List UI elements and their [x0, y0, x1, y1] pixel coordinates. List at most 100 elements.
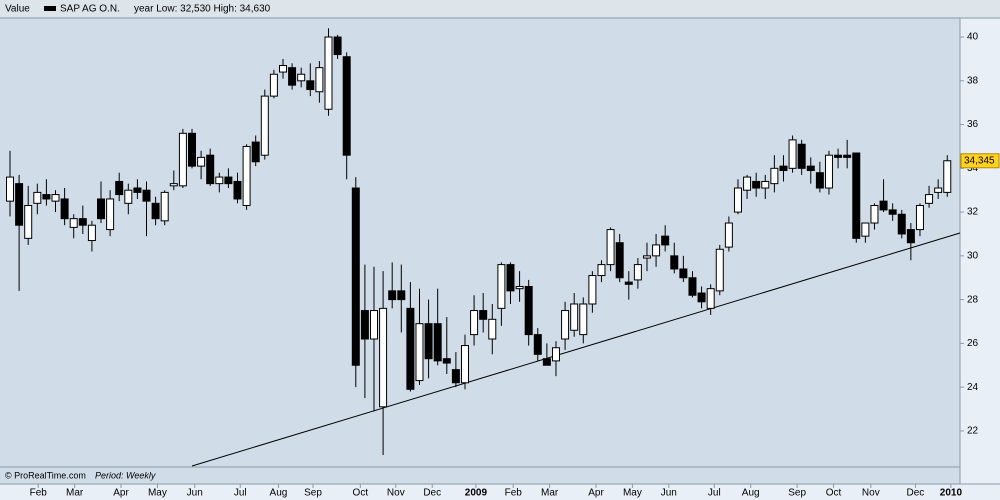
candle-body: [661, 235, 670, 246]
candle-body: [915, 205, 924, 231]
candle-body: [815, 172, 824, 189]
trend-line: [191, 232, 961, 467]
candle-body: [288, 67, 297, 86]
x-tick-label: Aug: [742, 488, 760, 499]
candle-body: [861, 222, 870, 237]
candle-body: [160, 191, 169, 222]
candle-body: [888, 209, 897, 215]
x-tick-label: Nov: [862, 488, 880, 499]
candle-body: [6, 176, 15, 202]
candle-body: [633, 264, 642, 281]
candle-body: [824, 154, 833, 189]
candle-body: [297, 73, 306, 82]
candle-body: [388, 290, 397, 301]
candle-body: [233, 180, 242, 200]
candle-body: [24, 205, 33, 239]
candle-body: [87, 224, 96, 242]
candle-body: [151, 202, 160, 220]
candle-body: [106, 198, 115, 231]
candle-body: [69, 218, 78, 228]
candle-body: [379, 307, 388, 408]
candle-body: [652, 244, 661, 257]
plot-area: [0, 18, 960, 484]
candle-body: [78, 218, 87, 226]
candle-body: [97, 198, 106, 220]
x-tick-label: Jul: [708, 488, 721, 499]
x-tick-label: Aug: [270, 488, 288, 499]
candle-body: [570, 303, 579, 331]
y-tick-label: 32: [967, 207, 979, 218]
candle-body: [479, 310, 488, 320]
candle-body: [42, 194, 51, 200]
candle-body: [169, 183, 178, 187]
candle-body: [406, 307, 415, 390]
candle-body: [333, 36, 342, 56]
candle-body: [278, 64, 287, 73]
legend-label: Value: [5, 4, 30, 15]
candle-body: [115, 180, 124, 196]
candle-body: [788, 139, 797, 169]
x-tick-label: Sep: [788, 488, 806, 499]
candle-body: [506, 264, 515, 292]
legend-swatch: [44, 6, 56, 11]
legend-series: SAP AG O.N.: [60, 4, 120, 15]
candle-body: [588, 275, 597, 305]
candle-body: [197, 156, 206, 167]
candle-body: [251, 141, 260, 163]
candle-body: [579, 303, 588, 336]
candle-body: [488, 318, 497, 340]
candle-body: [315, 67, 324, 93]
candle-body: [442, 358, 451, 364]
last-price-label: 34,345: [964, 155, 995, 166]
candle-body: [470, 310, 479, 336]
candle-body: [770, 167, 779, 185]
candle-body: [124, 189, 133, 204]
y-tick-label: 40: [967, 32, 979, 43]
candle-body: [870, 205, 879, 224]
source: © ProRealTime.com: [5, 470, 86, 480]
y-tick-label: 38: [967, 75, 979, 86]
candle-body: [733, 187, 742, 213]
candle-body: [925, 194, 934, 204]
x-tick-label: May: [148, 488, 167, 499]
candle-body: [906, 229, 915, 244]
x-tick-label: Dec: [907, 488, 925, 499]
candle-body: [597, 264, 606, 277]
period: Period: Weekly: [95, 470, 156, 480]
candle-body: [369, 310, 378, 340]
candle-body: [697, 292, 706, 303]
candle-body: [879, 200, 888, 211]
y-tick-label: 24: [967, 382, 979, 393]
x-tick-label: Apr: [113, 488, 129, 499]
header-note: year Low: 32,530 High: 34,630: [134, 4, 271, 15]
x-tick-label: 2009: [465, 488, 488, 499]
y-tick-label: 30: [967, 250, 979, 261]
candle-body: [397, 290, 406, 301]
candle-body: [360, 310, 369, 340]
candle-body: [752, 180, 761, 189]
candle-body: [934, 187, 943, 193]
candle-body: [743, 176, 752, 191]
candle-body: [242, 145, 251, 207]
y-tick-label: 22: [967, 426, 979, 437]
x-tick-label: Apr: [588, 488, 604, 499]
candle-body: [797, 143, 806, 169]
candle-body: [670, 255, 679, 270]
candle-body: [761, 180, 770, 189]
candle-body: [142, 189, 151, 202]
candle-body: [15, 183, 24, 226]
x-tick-label: Jul: [234, 488, 247, 499]
x-tick-label: Jun: [187, 488, 203, 499]
candle-body: [133, 187, 142, 193]
header-bar: [0, 0, 1000, 18]
candle-body: [269, 73, 278, 97]
x-tick-label: 2010: [940, 488, 963, 499]
candle-body: [642, 255, 651, 259]
candle-body: [834, 154, 843, 158]
candle-body: [324, 36, 333, 110]
candle-body: [424, 323, 433, 360]
candle-body: [679, 268, 688, 279]
candle-body: [460, 345, 469, 384]
x-tick-label: Feb: [30, 488, 48, 499]
